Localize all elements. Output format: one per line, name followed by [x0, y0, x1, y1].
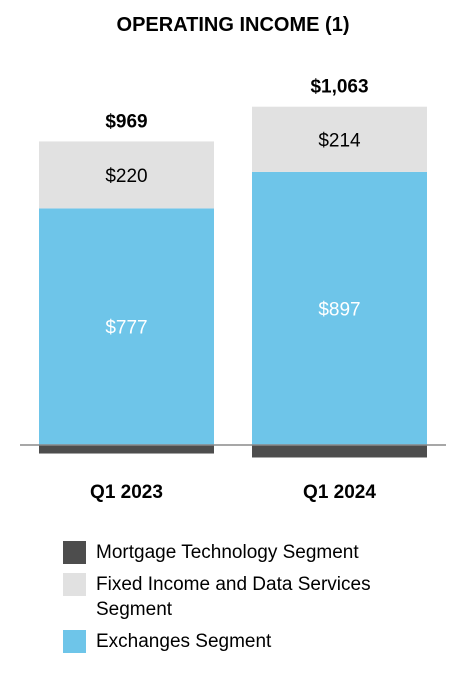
bar-segment-0-2: [39, 141, 214, 209]
category-label-0: Q1 2023: [90, 482, 163, 503]
data-label-1-1: $897: [318, 299, 360, 320]
data-label-0-2: $220: [105, 166, 147, 187]
data-label-0-1: $777: [105, 318, 147, 339]
legend-label: Mortgage Technology Segment: [96, 542, 359, 563]
chart-title: OPERATING INCOME (1): [116, 14, 350, 36]
total-label-0: $969: [105, 111, 147, 132]
operating-income-chart: $777 $220 $969 Q1 2023 $897 $214 $1,063 Q1 2024: [20, 77, 446, 503]
bar-segment-1-0: [252, 445, 427, 458]
category-label-1: Q1 2024: [303, 482, 376, 503]
legend-item: Mortgage Technology Segment: [63, 540, 453, 565]
legend: Mortgage Technology Segment Fixed Income …: [63, 540, 453, 661]
bar-segment-0-1: [39, 208, 214, 445]
bar-segment-1-1: [252, 171, 427, 445]
bar-segment-1-2: [252, 106, 427, 172]
legend-swatch: [63, 630, 86, 653]
bar-segment-0-0: [39, 445, 214, 454]
legend-label: Fixed Income and Data Services Segment: [96, 574, 371, 620]
legend-swatch: [63, 573, 86, 596]
data-label-1-2: $214: [318, 130, 361, 151]
legend-item: Fixed Income and Data Services Segment: [63, 572, 453, 622]
legend-label: Exchanges Segment: [96, 631, 272, 652]
legend-item: Exchanges Segment: [63, 629, 453, 654]
total-label-1: $1,063: [310, 77, 368, 98]
legend-swatch: [63, 541, 86, 564]
